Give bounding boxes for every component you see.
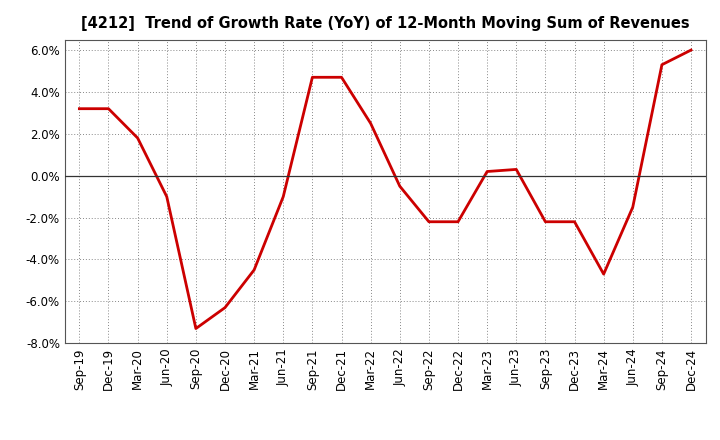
Title: [4212]  Trend of Growth Rate (YoY) of 12-Month Moving Sum of Revenues: [4212] Trend of Growth Rate (YoY) of 12-… [81, 16, 690, 32]
